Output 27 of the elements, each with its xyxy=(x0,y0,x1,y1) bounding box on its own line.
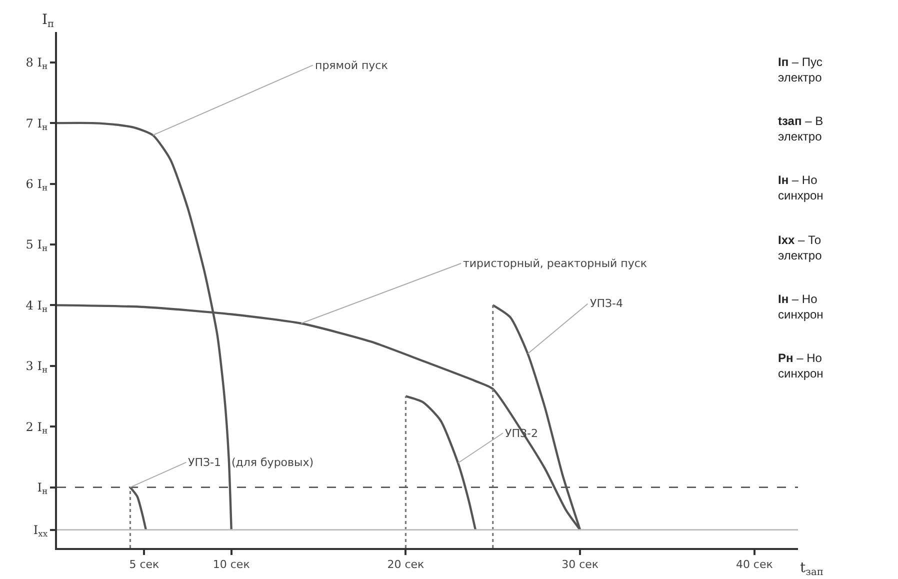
y-tick-label: 7 I$_{н}$ xyxy=(26,116,48,132)
annotation: tзап – В электро xyxy=(778,114,824,144)
y-tick-label: 5 I$_{н}$ xyxy=(26,238,48,254)
x-tick-label: 10 сек xyxy=(212,558,250,572)
text: УПЗ-1 (для буровых) xyxy=(188,456,314,469)
text: УПЗ-4 xyxy=(590,297,623,310)
x-tick-label: 40 сек xyxy=(736,558,774,572)
y-tick-label: I$_{хх}$ xyxy=(33,522,48,539)
x-tick-label: 5 сек xyxy=(129,558,160,572)
y-tick-label: I$_{н}$ xyxy=(37,480,48,496)
x-tick-label: 20 сек xyxy=(387,558,425,572)
y-tick-label: 3 I$_{н}$ xyxy=(26,359,48,375)
y-axis-title: I$_{п}$ xyxy=(42,12,55,30)
line-series xyxy=(404,395,477,531)
annotation: Ixx – То электро xyxy=(778,233,822,263)
annotation: Pн – Но синхрон xyxy=(778,351,824,381)
annotation: Iн – Но синхрон xyxy=(778,292,824,322)
y-tick-label: 6 I$_{н}$ xyxy=(26,176,48,192)
annotation: Iн – Но синхрон xyxy=(778,173,824,203)
y-tick-label: 8 I$_{н}$ xyxy=(26,56,48,72)
text: тиристорный, реакторный пуск xyxy=(463,257,648,270)
text: прямой пуск xyxy=(315,59,388,72)
annotation: Iп – Пус электро xyxy=(778,55,822,85)
y-tick-label: 2 I$_{н}$ xyxy=(26,420,48,436)
y-tick-label: 4 I$_{н}$ xyxy=(26,298,48,314)
x-tick-label: 30 сек xyxy=(562,558,599,572)
x-axis-title: t$_{зап}$ xyxy=(800,560,824,578)
